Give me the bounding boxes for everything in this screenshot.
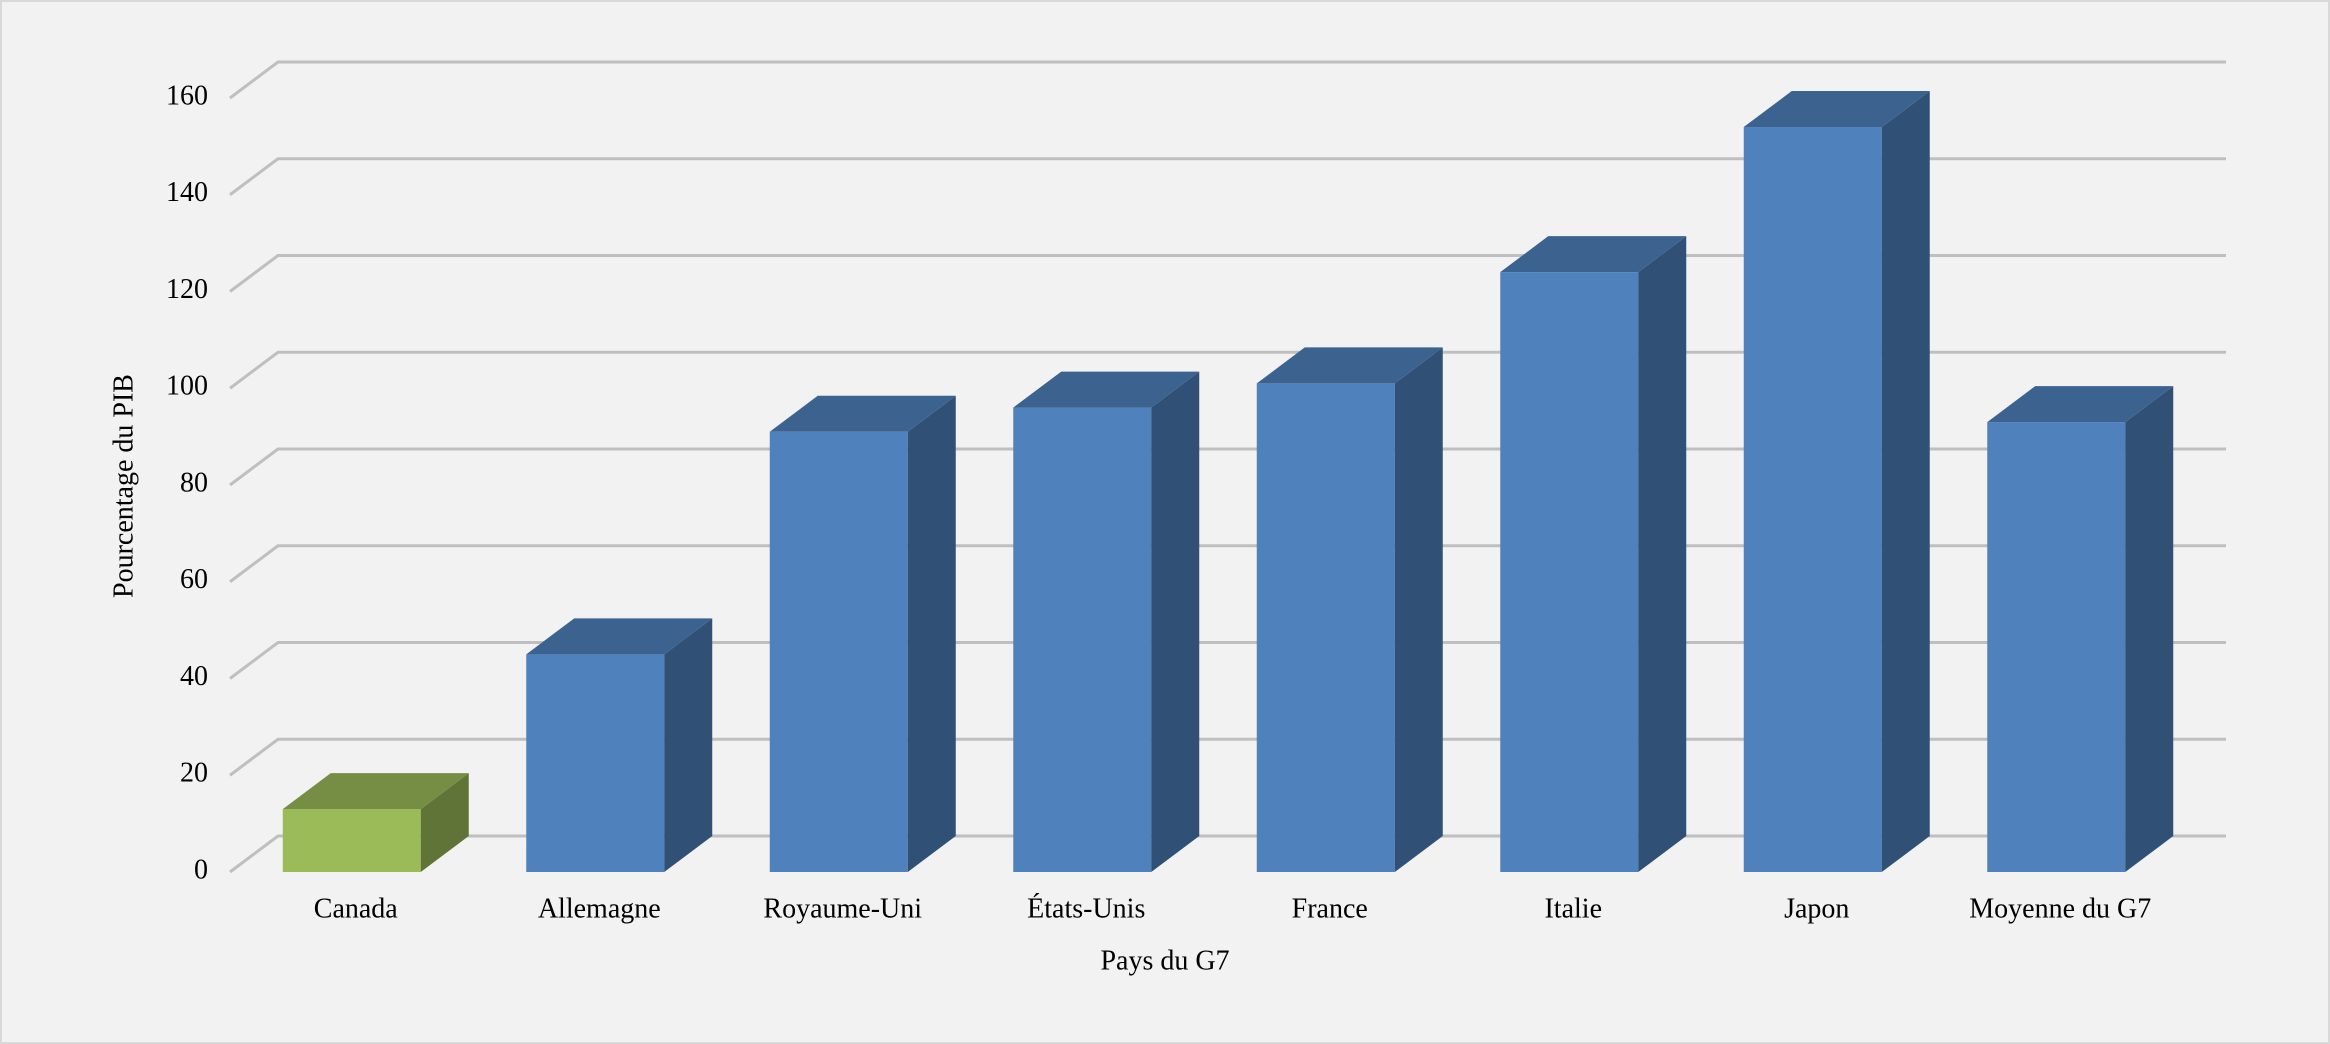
x-tick-label: Canada [314,893,399,924]
bar-side [1638,236,1687,872]
bar-front [1256,383,1395,872]
bar-side [1881,91,1930,872]
bar-front [1500,272,1639,872]
bar-front [1987,422,2126,872]
bar-top [1743,91,1930,128]
x-tick-label: Moyenne du G7 [1969,893,2151,924]
bar-side [907,395,956,872]
bar-front [526,654,665,872]
y-tick-label: 80 [180,467,208,498]
y-tick-label: 60 [180,564,208,595]
y-tick-label: 140 [166,177,208,208]
bar-top [1256,347,1443,384]
y-tick-label: 20 [180,758,208,789]
bar-top [282,773,469,810]
bar-front [282,809,421,872]
y-axis-title: Pourcentage du PIB [108,374,139,598]
x-tick-label: Japon [1784,893,1849,924]
y-tick-label: 40 [180,661,208,692]
bar-side [420,773,469,872]
bar-top [769,395,956,432]
grid-line [229,60,2226,100]
bar-top [526,618,713,655]
x-tick-label: États-Unis [1027,893,1145,924]
y-tick-label: 160 [166,80,208,111]
x-axis-title: Pays du G7 [1100,945,1229,976]
grid-line [229,157,2226,196]
bar-front [1743,127,1882,872]
bar-side [664,618,713,872]
x-tick-label: France [1292,893,1368,924]
bar-front [1013,407,1152,872]
x-tick-label: Royaume-Uni [763,893,922,924]
bar-front [769,431,908,872]
bar-top [1500,236,1687,273]
y-tick-label: 120 [166,274,208,305]
x-tick-label: Allemagne [538,893,661,924]
y-tick-label: 100 [166,371,208,402]
y-tick-label: 0 [194,854,208,885]
bar-top [1987,386,2174,423]
bar-side [2125,386,2174,872]
x-tick-label: Italie [1544,893,1602,924]
bar-side [1394,347,1443,873]
bar-side [1151,371,1200,872]
bar-top [1013,371,1200,408]
